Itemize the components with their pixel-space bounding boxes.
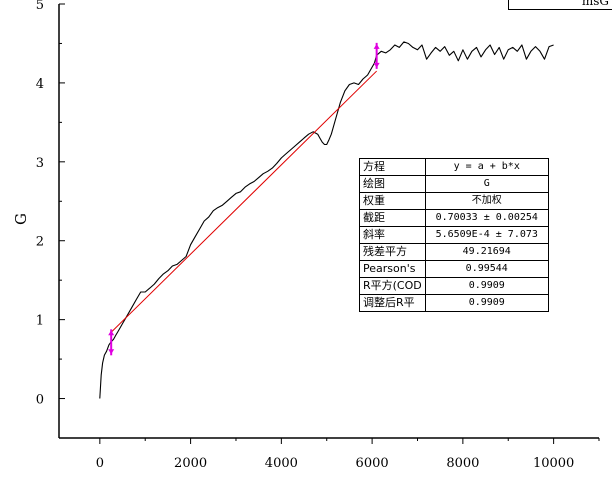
- fit-table-key: 残差平方: [359, 243, 426, 261]
- fit-table-key: R平方(COD: [359, 277, 426, 295]
- x-tick-label: 2000: [174, 456, 207, 471]
- fit-table-value: 0.70033 ± 0.00254: [424, 209, 549, 227]
- fit-table-key: Pearson's: [359, 260, 426, 278]
- x-tick-label: 0: [96, 456, 104, 471]
- legend: msG: [508, 0, 612, 10]
- fit-table-row: 残差平方 49.21694: [359, 243, 549, 261]
- fit-table-value: 0.9909: [424, 277, 549, 295]
- fit-table-key: 绘图: [359, 175, 426, 193]
- fit-table-row: 方程 y = a + b*x: [359, 158, 549, 176]
- fit-table-value: 0.9909: [424, 294, 549, 312]
- x-tick-label: 4000: [265, 456, 298, 471]
- fit-table-value: 0.99544: [424, 260, 549, 278]
- y-tick-label: 5: [36, 0, 44, 13]
- fit-table-value: 5.6509E-4 ± 7.073: [424, 226, 549, 244]
- range-marker-arrow: [373, 43, 380, 49]
- fit-results-table: 方程 y = a + b*x 绘图 G 权重 不加权 截距 0.70033 ± 0.00254…: [359, 158, 549, 312]
- x-tick-label: 6000: [356, 456, 389, 471]
- fit-table-row: 斜率 5.6509E-4 ± 7.073: [359, 226, 549, 244]
- fit-table-row: 截距 0.70033 ± 0.00254: [359, 209, 549, 227]
- fit-table-row: 调整后R平 0.9909: [359, 294, 549, 312]
- x-tick-label: 10000: [533, 456, 574, 471]
- y-tick-label: 1: [36, 314, 44, 329]
- range-marker-arrow: [108, 349, 115, 355]
- range-marker-arrow: [373, 62, 380, 68]
- y-tick-label: 2: [36, 235, 44, 250]
- fit-table-value: 49.21694: [424, 243, 549, 261]
- y-axis-title: G: [12, 213, 30, 225]
- fit-table-row: 绘图 G: [359, 175, 549, 193]
- fit-table-row: 权重 不加权: [359, 192, 549, 210]
- chart-axes: 0 1 2 3 4 5 0 2000 4000 6000 8000 10000: [36, 0, 600, 471]
- fit-table-key: 截距: [359, 209, 426, 227]
- legend-label: msG: [581, 0, 609, 8]
- fit-table-key: 方程: [359, 158, 426, 176]
- data-line: [99, 41, 554, 399]
- fit-line: [110, 70, 377, 333]
- fit-table-key: 斜率: [359, 226, 426, 244]
- chart-markers: [108, 42, 380, 356]
- y-tick-label: 3: [36, 156, 44, 171]
- y-tick-label: 0: [36, 393, 44, 408]
- fit-table-value: y = a + b*x: [424, 158, 549, 176]
- fit-table-value: 不加权: [424, 192, 549, 210]
- x-tick-label: 8000: [446, 456, 479, 471]
- fit-table-row: Pearson's 0.99544: [359, 260, 549, 278]
- fit-table-key: 调整后R平: [359, 294, 426, 312]
- fit-table-value: G: [424, 175, 549, 193]
- fit-table-row: R平方(COD 0.9909: [359, 277, 549, 295]
- y-tick-label: 4: [36, 77, 44, 92]
- fit-table-key: 权重: [359, 192, 426, 210]
- chart-series: [99, 41, 554, 399]
- range-marker-arrow: [108, 330, 115, 336]
